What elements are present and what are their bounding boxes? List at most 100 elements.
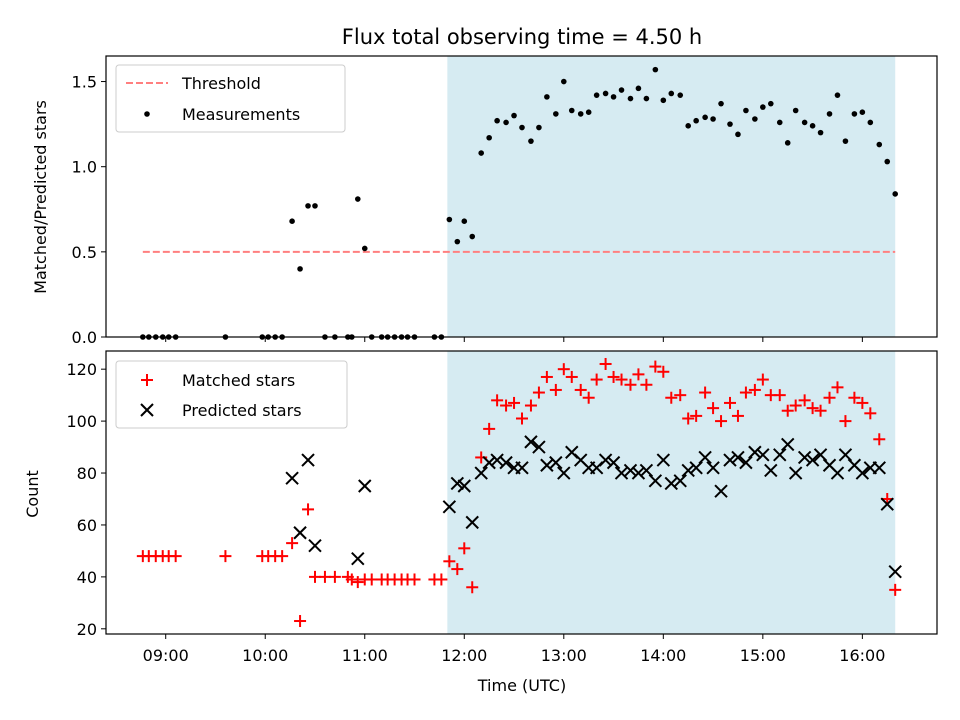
predicted-point (450, 476, 465, 491)
top-axes-frame (105, 55, 938, 338)
predicted-point (490, 453, 504, 467)
top-panel: 0.0 0.5 1.0 1.5 Matched/Predicted stars Thr… (31, 55, 938, 347)
predicted-point (830, 466, 845, 480)
measurement-points (140, 66, 899, 340)
measurement-point (519, 124, 525, 131)
predicted-point (557, 466, 571, 480)
matched-point (806, 402, 819, 415)
matched-point (590, 373, 603, 386)
matched-point (674, 389, 687, 402)
measurement-point (618, 87, 625, 93)
predicted-point (606, 455, 621, 470)
matched-point (873, 433, 886, 446)
top-y-tick-label: 1.5 (72, 73, 97, 92)
measurement-point (560, 78, 567, 85)
measurement-point (685, 123, 691, 129)
measurement-point (478, 150, 484, 156)
matched-point (483, 422, 496, 435)
predicted-point (748, 445, 762, 459)
bottom-y-tick-label: 20 (77, 620, 97, 639)
predicted-point (308, 539, 322, 553)
bottom-y-tick-label: 80 (77, 464, 97, 483)
bottom-y-axis-label: Count (23, 470, 42, 518)
predicted-point (756, 448, 770, 462)
measurement-point (544, 94, 550, 100)
measurement-point (809, 123, 816, 129)
measurement-point (718, 100, 724, 107)
top-shaded-region (447, 56, 896, 337)
matched-point (682, 412, 695, 425)
x-tick-label: 15:00 (740, 646, 786, 665)
predicted-point (813, 448, 828, 462)
matched-point (549, 383, 562, 396)
measurement-point (817, 129, 824, 136)
matched-point (466, 581, 479, 594)
bottom-y-tick-label: 100 (66, 412, 97, 431)
matched-point (451, 563, 464, 576)
bottom-legend-box (115, 360, 348, 429)
measurement-point (760, 104, 766, 110)
predicted-point (731, 450, 745, 465)
matched-point (219, 550, 232, 563)
predicted-point (515, 461, 529, 475)
predicted-point (614, 466, 629, 480)
measurement-point (627, 95, 634, 102)
measurement-point (568, 107, 575, 114)
matched-point (351, 576, 364, 589)
measurement-point (702, 114, 708, 121)
predicted-point (880, 497, 894, 511)
predicted-point (656, 453, 671, 467)
measurement-point (553, 111, 559, 117)
measurement-point (602, 90, 609, 97)
measurement-point (710, 116, 716, 122)
matched-point (294, 615, 307, 628)
matched-point (443, 555, 456, 568)
predicted-point (285, 471, 299, 485)
legend-measurement-swatch (144, 111, 150, 117)
matched-point (632, 368, 645, 381)
predicted-point (532, 440, 546, 454)
predicted-point (664, 476, 678, 491)
predicted-point (639, 463, 654, 478)
top-y-axis-label: Matched/Predicted stars (31, 100, 50, 294)
predicted-point (631, 466, 646, 480)
matched-point (789, 399, 802, 412)
measurement-point (361, 245, 368, 252)
matched-point (574, 383, 587, 396)
measurement-point (842, 138, 849, 144)
measurement-point (668, 90, 675, 97)
matched-point (748, 383, 761, 396)
predicted-point (689, 461, 703, 475)
matched-point (756, 373, 769, 386)
predicted-point (293, 526, 307, 540)
matched-point (515, 412, 528, 425)
measurement-point (585, 109, 592, 115)
predicted-point (838, 448, 853, 462)
matched-point (169, 550, 182, 563)
measurement-point (461, 218, 468, 224)
matched-point (524, 399, 537, 412)
matched-point (848, 391, 861, 404)
matched-point (557, 363, 570, 376)
predicted-point (698, 450, 712, 465)
predicted-points (285, 435, 902, 579)
measurement-point (494, 117, 500, 124)
matched-point (665, 391, 678, 404)
measurement-point (528, 138, 534, 144)
matched-point (408, 573, 421, 586)
legend-measurement-label: Measurements (182, 105, 300, 124)
matched-point (889, 583, 902, 596)
matched-point (508, 396, 521, 409)
top-legend: Threshold Measurements (115, 64, 346, 133)
matched-point (781, 404, 794, 417)
predicted-point (888, 564, 902, 579)
measurement-point (867, 119, 874, 126)
matched-point (649, 360, 662, 373)
measurement-point (610, 94, 617, 100)
x-tick-label: 12:00 (441, 646, 487, 665)
measurement-point (486, 134, 492, 141)
matched-point (599, 357, 612, 370)
predicted-point (351, 551, 365, 566)
measurement-point (826, 111, 833, 117)
matched-point (532, 386, 545, 399)
